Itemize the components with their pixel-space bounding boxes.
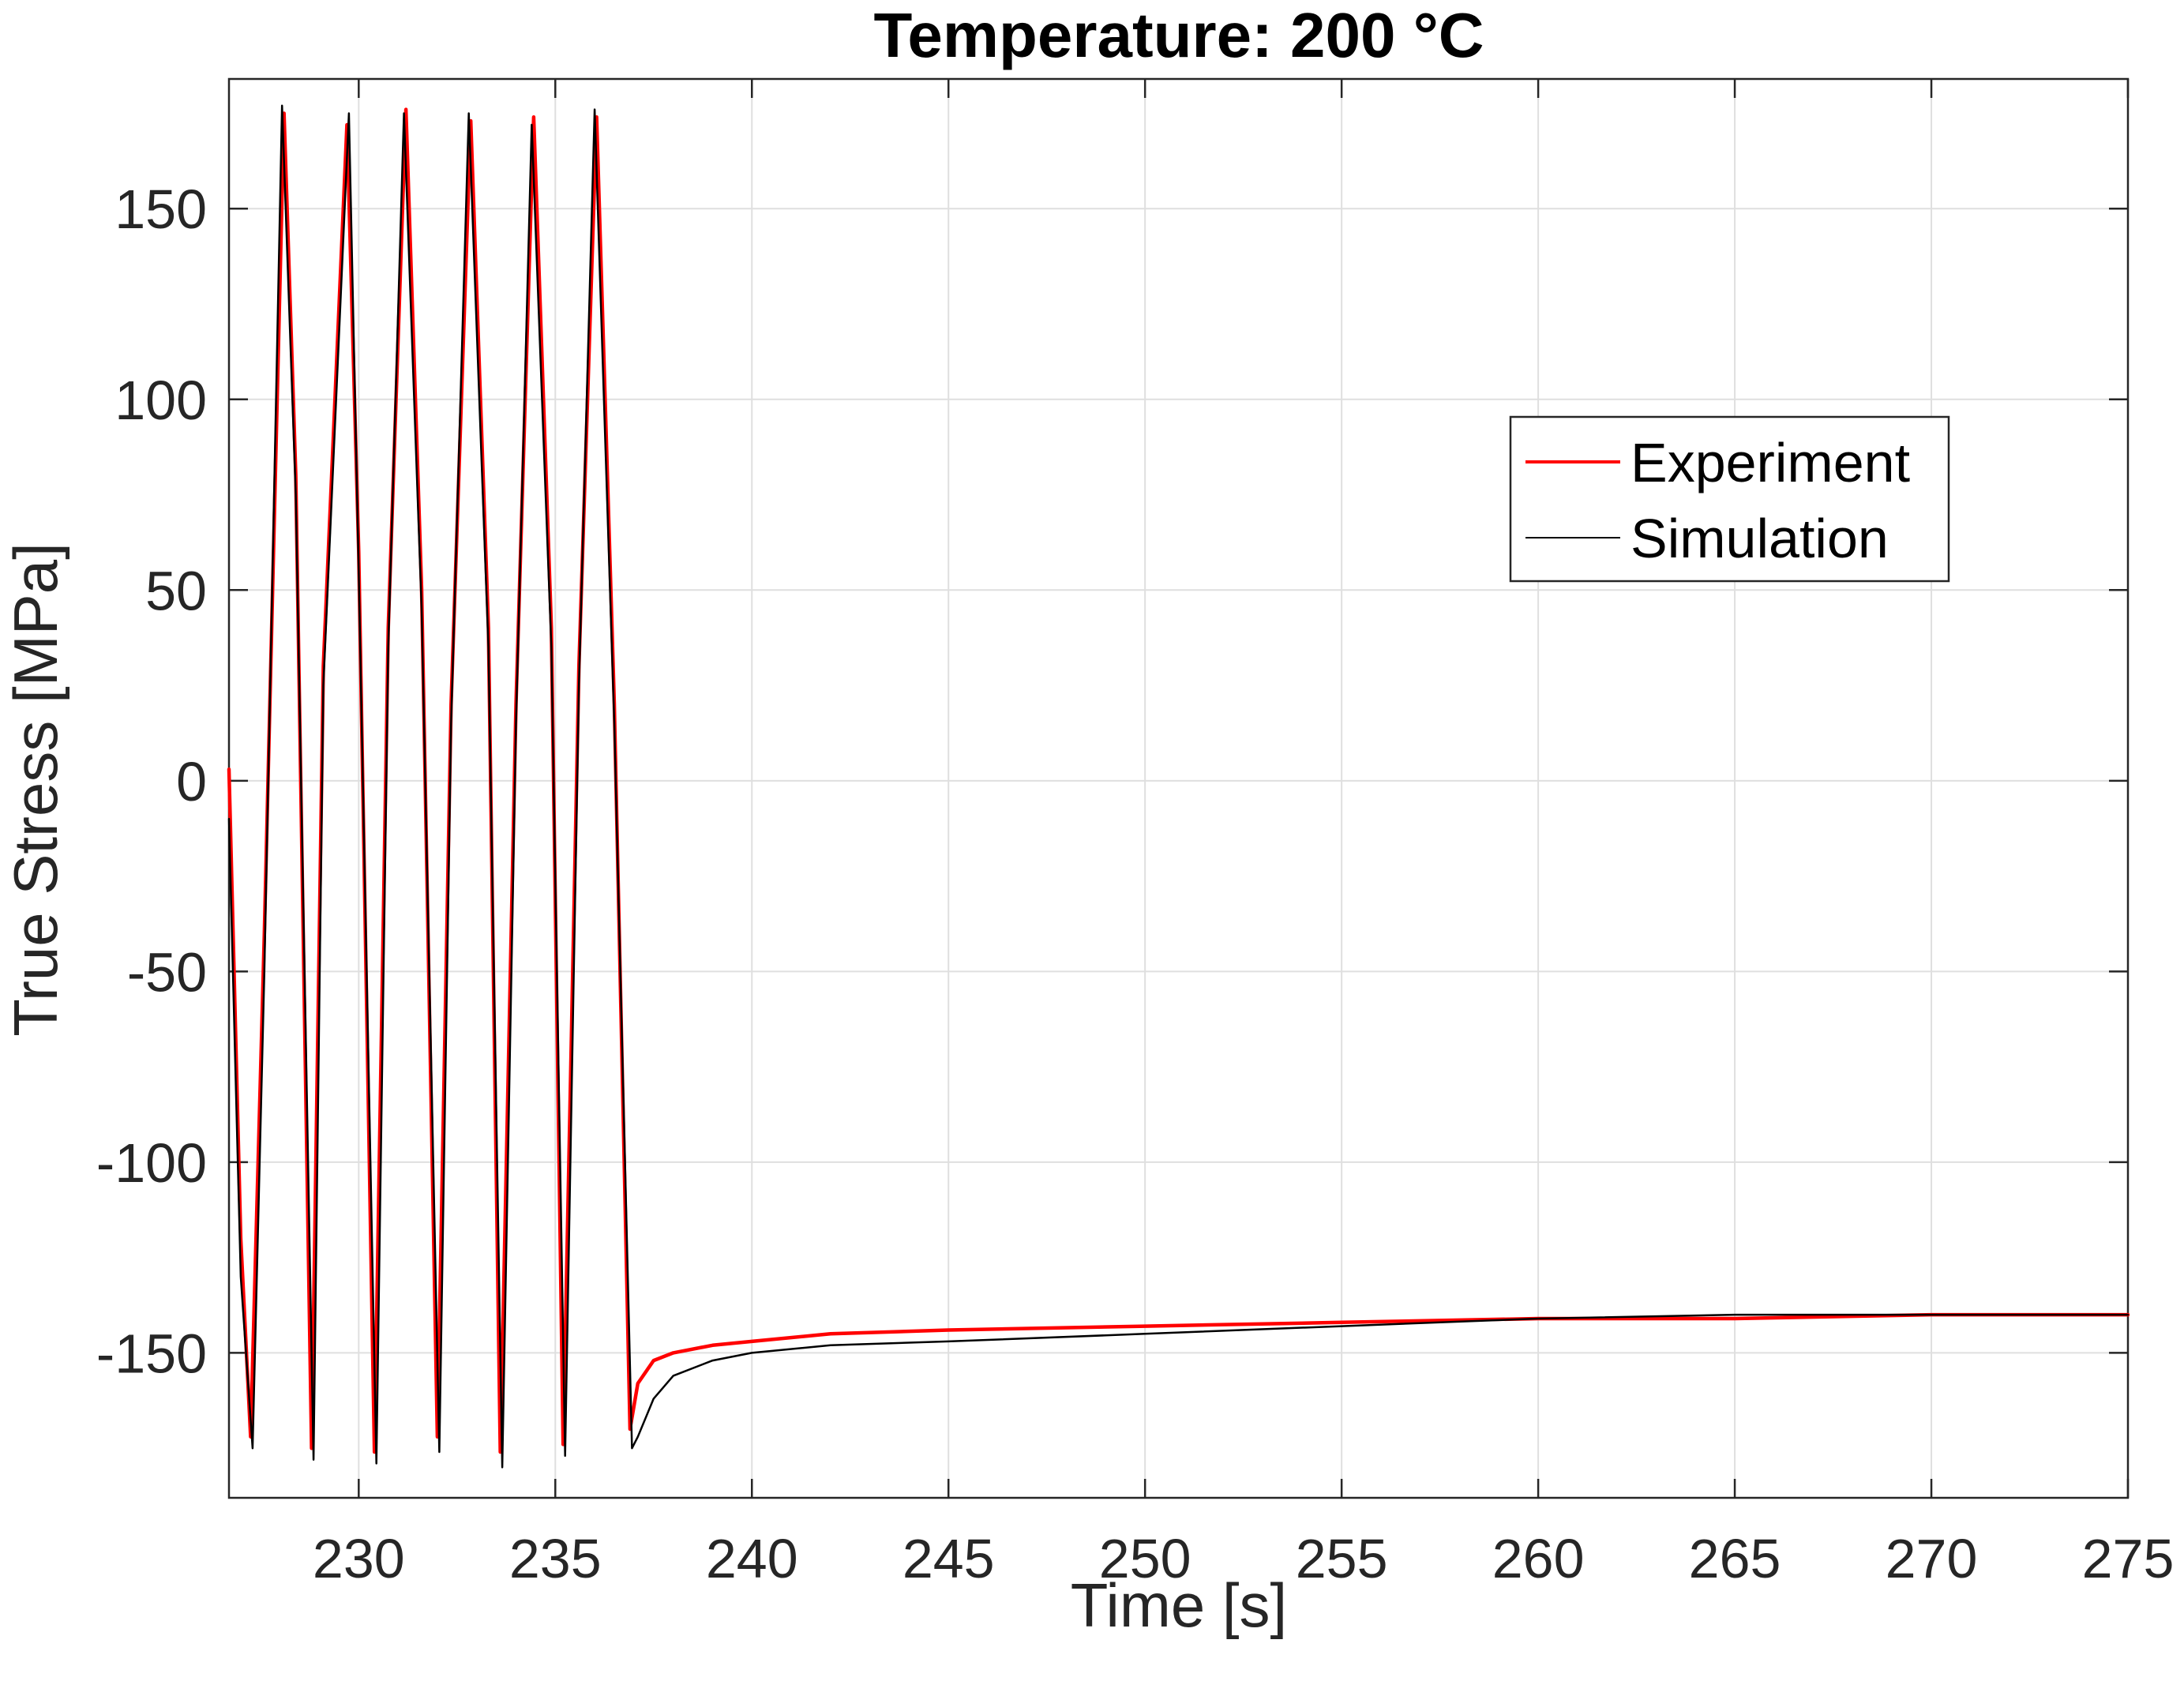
y-axis-label: True Stress [MPa] bbox=[1, 542, 70, 1037]
y-tick-label: -150 bbox=[96, 1323, 207, 1384]
tick-labels: 230 235 240 245 250 255 260 265 270 275 -150 -100 -5… bbox=[96, 178, 2175, 1589]
x-tick-label: 255 bbox=[1296, 1528, 1388, 1589]
x-tick-label: 235 bbox=[509, 1528, 602, 1589]
series bbox=[227, 104, 2130, 1469]
series-line-simulation bbox=[227, 104, 2130, 1469]
x-tick-label: 240 bbox=[706, 1528, 798, 1589]
x-tick-label: 270 bbox=[1886, 1528, 1978, 1589]
legend: Experiment Simulation bbox=[1509, 415, 1950, 583]
x-axis-label: Time [s] bbox=[1071, 1570, 1287, 1640]
legend-label-experiment: Experiment bbox=[1630, 432, 1910, 493]
legend-box bbox=[1509, 415, 1950, 583]
y-tick-label: 0 bbox=[176, 751, 207, 812]
y-tick-label: 150 bbox=[114, 178, 207, 240]
legend-label-simulation: Simulation bbox=[1630, 508, 1889, 569]
x-tick-label: 265 bbox=[1689, 1528, 1781, 1589]
grid bbox=[229, 79, 2129, 1498]
y-tick-label: -50 bbox=[127, 941, 207, 1003]
x-tick-label: 250 bbox=[1099, 1528, 1191, 1589]
x-tick-label: 230 bbox=[313, 1528, 405, 1589]
x-tick-label: 260 bbox=[1492, 1528, 1585, 1589]
x-tick-label: 275 bbox=[2082, 1528, 2175, 1589]
plot-area bbox=[229, 79, 2128, 1498]
y-tick-label: 50 bbox=[145, 560, 207, 621]
x-tick-label: 245 bbox=[902, 1528, 995, 1589]
y-tick-label: 100 bbox=[114, 370, 207, 431]
y-tick-label: -100 bbox=[96, 1132, 207, 1194]
chart-title: Temperature: 200 °C bbox=[873, 0, 1484, 70]
